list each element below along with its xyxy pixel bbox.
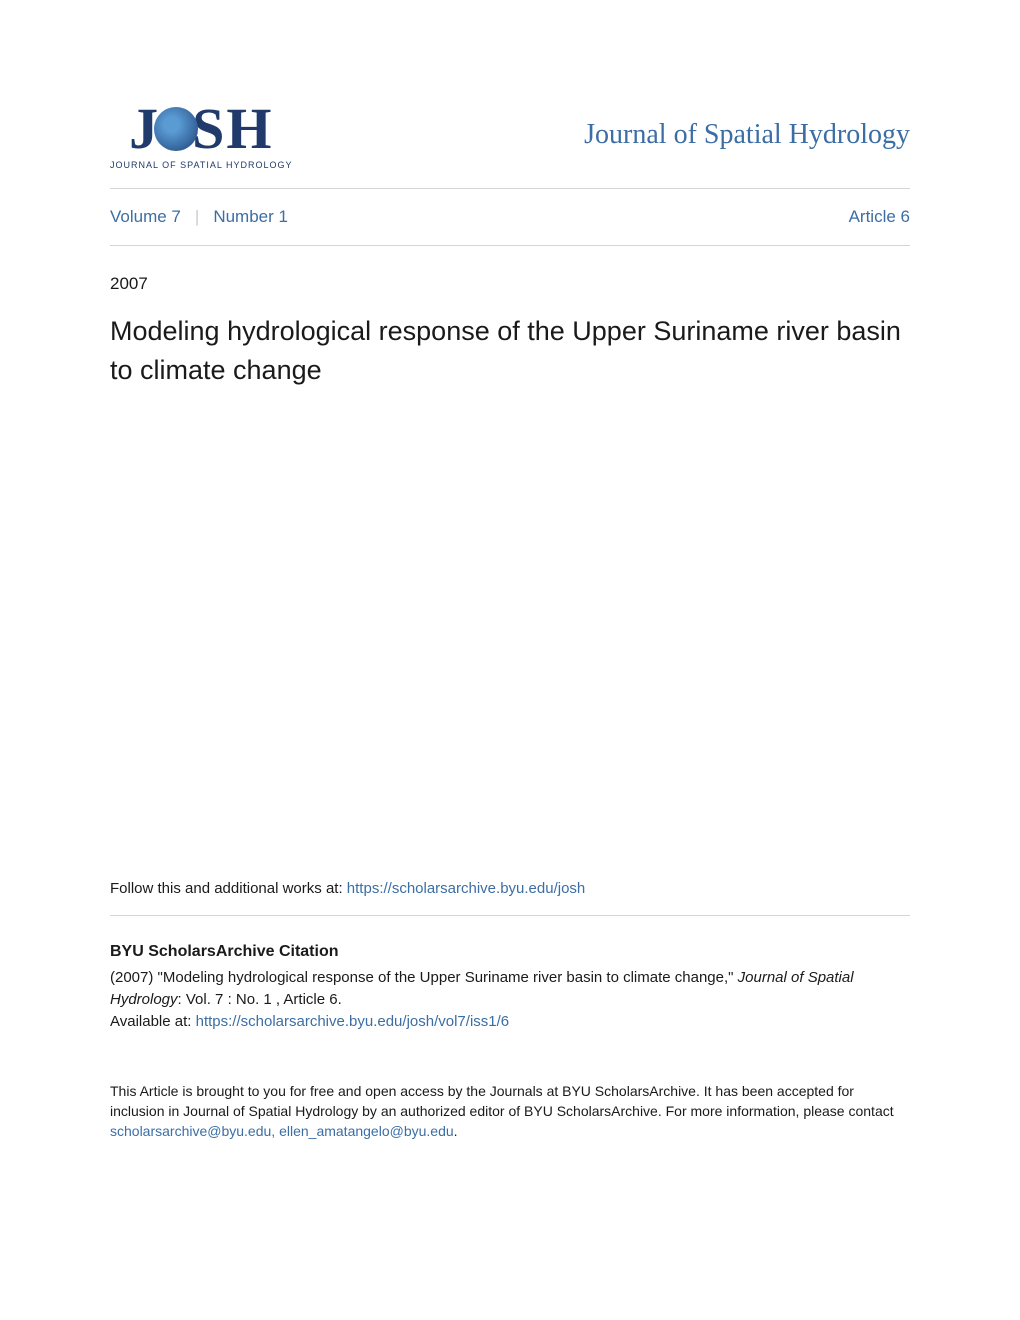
header-row: JSH JOURNAL OF SPATIAL HYDROLOGY Journal… (110, 100, 910, 189)
article-title: Modeling hydrological response of the Up… (110, 312, 910, 390)
follow-prefix: Follow this and additional works at: (110, 880, 347, 897)
logo-text: JSH (129, 100, 273, 158)
citation-heading: BYU ScholarsArchive Citation (110, 940, 910, 963)
footer-email-link[interactable]: scholarsarchive@byu.edu, ellen_amatangel… (110, 1123, 454, 1139)
meta-row: Volume 7 | Number 1 Article 6 (110, 189, 910, 246)
footer-text: This Article is brought to you for free … (110, 1081, 910, 1142)
number-link[interactable]: Number 1 (213, 207, 288, 227)
journal-logo[interactable]: JSH JOURNAL OF SPATIAL HYDROLOGY (110, 100, 293, 170)
citation-text2: : Vol. 7 : No. 1 , Article 6. (178, 991, 342, 1008)
citation-available: Available at: https://scholarsarchive.by… (110, 1011, 910, 1033)
journal-title-link[interactable]: Journal of Spatial Hydrology (584, 119, 910, 151)
follow-link[interactable]: https://scholarsarchive.byu.edu/josh (347, 880, 585, 897)
citation-section: BYU ScholarsArchive Citation (2007) "Mod… (110, 940, 910, 1032)
globe-icon (154, 107, 198, 151)
footer-period: . (454, 1123, 458, 1139)
meta-divider: | (195, 207, 199, 227)
footer-body: This Article is brought to you for free … (110, 1083, 894, 1119)
article-link[interactable]: Article 6 (849, 207, 910, 227)
citation-text1: (2007) "Modeling hydrological response o… (110, 969, 738, 986)
logo-subtitle: JOURNAL OF SPATIAL HYDROLOGY (110, 160, 293, 170)
meta-left: Volume 7 | Number 1 (110, 207, 288, 227)
volume-link[interactable]: Volume 7 (110, 207, 181, 227)
follow-section: Follow this and additional works at: htt… (110, 880, 910, 916)
available-prefix: Available at: (110, 1013, 196, 1030)
publication-year: 2007 (110, 274, 910, 294)
citation-body: (2007) "Modeling hydrological response o… (110, 967, 910, 1011)
available-link[interactable]: https://scholarsarchive.byu.edu/josh/vol… (196, 1013, 510, 1030)
